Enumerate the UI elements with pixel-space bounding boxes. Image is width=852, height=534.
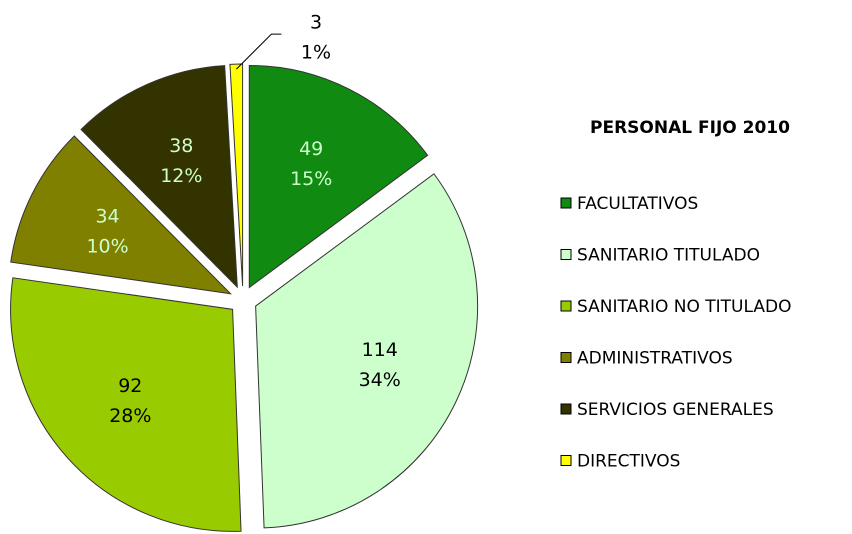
percent-label: 10% — [86, 235, 128, 257]
legend-label: DIRECTIVOS — [577, 452, 680, 472]
data-label: 3 — [310, 12, 322, 34]
data-label: 49 — [299, 138, 323, 160]
legend-label: SANITARIO TITULADO — [577, 246, 760, 266]
pie-slice — [10, 277, 242, 532]
legend-swatch — [560, 249, 572, 260]
legend-swatch — [560, 300, 572, 312]
legend-label: ADMINISTRATIVOS — [577, 349, 733, 369]
data-label: 38 — [169, 135, 193, 157]
legend-swatch — [560, 352, 572, 363]
pie-slice — [80, 65, 238, 289]
data-label: 92 — [118, 375, 142, 397]
pie-slice — [229, 63, 244, 287]
data-label: 114 — [362, 339, 398, 361]
data-label: 34 — [95, 205, 119, 227]
legend-swatch — [560, 403, 572, 415]
legend-label: SANITARIO NO TITULADO — [577, 297, 791, 317]
pie-slice — [248, 64, 429, 289]
pie-slice — [10, 135, 232, 295]
percent-label: 28% — [109, 405, 151, 427]
percent-label: 34% — [359, 369, 401, 391]
legend-label: SERVICIOS GENERALES — [577, 400, 774, 420]
legend-swatch — [560, 455, 572, 466]
pie-slice — [255, 173, 479, 529]
legend-label: FACULTATIVOS — [577, 194, 698, 214]
percent-label: 1% — [301, 42, 331, 64]
legend-swatch — [560, 197, 572, 209]
percent-label: 15% — [290, 168, 332, 190]
chart-title: PERSONAL FIJO 2010 — [590, 118, 790, 138]
leader-line — [236, 33, 282, 70]
percent-label: 12% — [160, 165, 202, 187]
